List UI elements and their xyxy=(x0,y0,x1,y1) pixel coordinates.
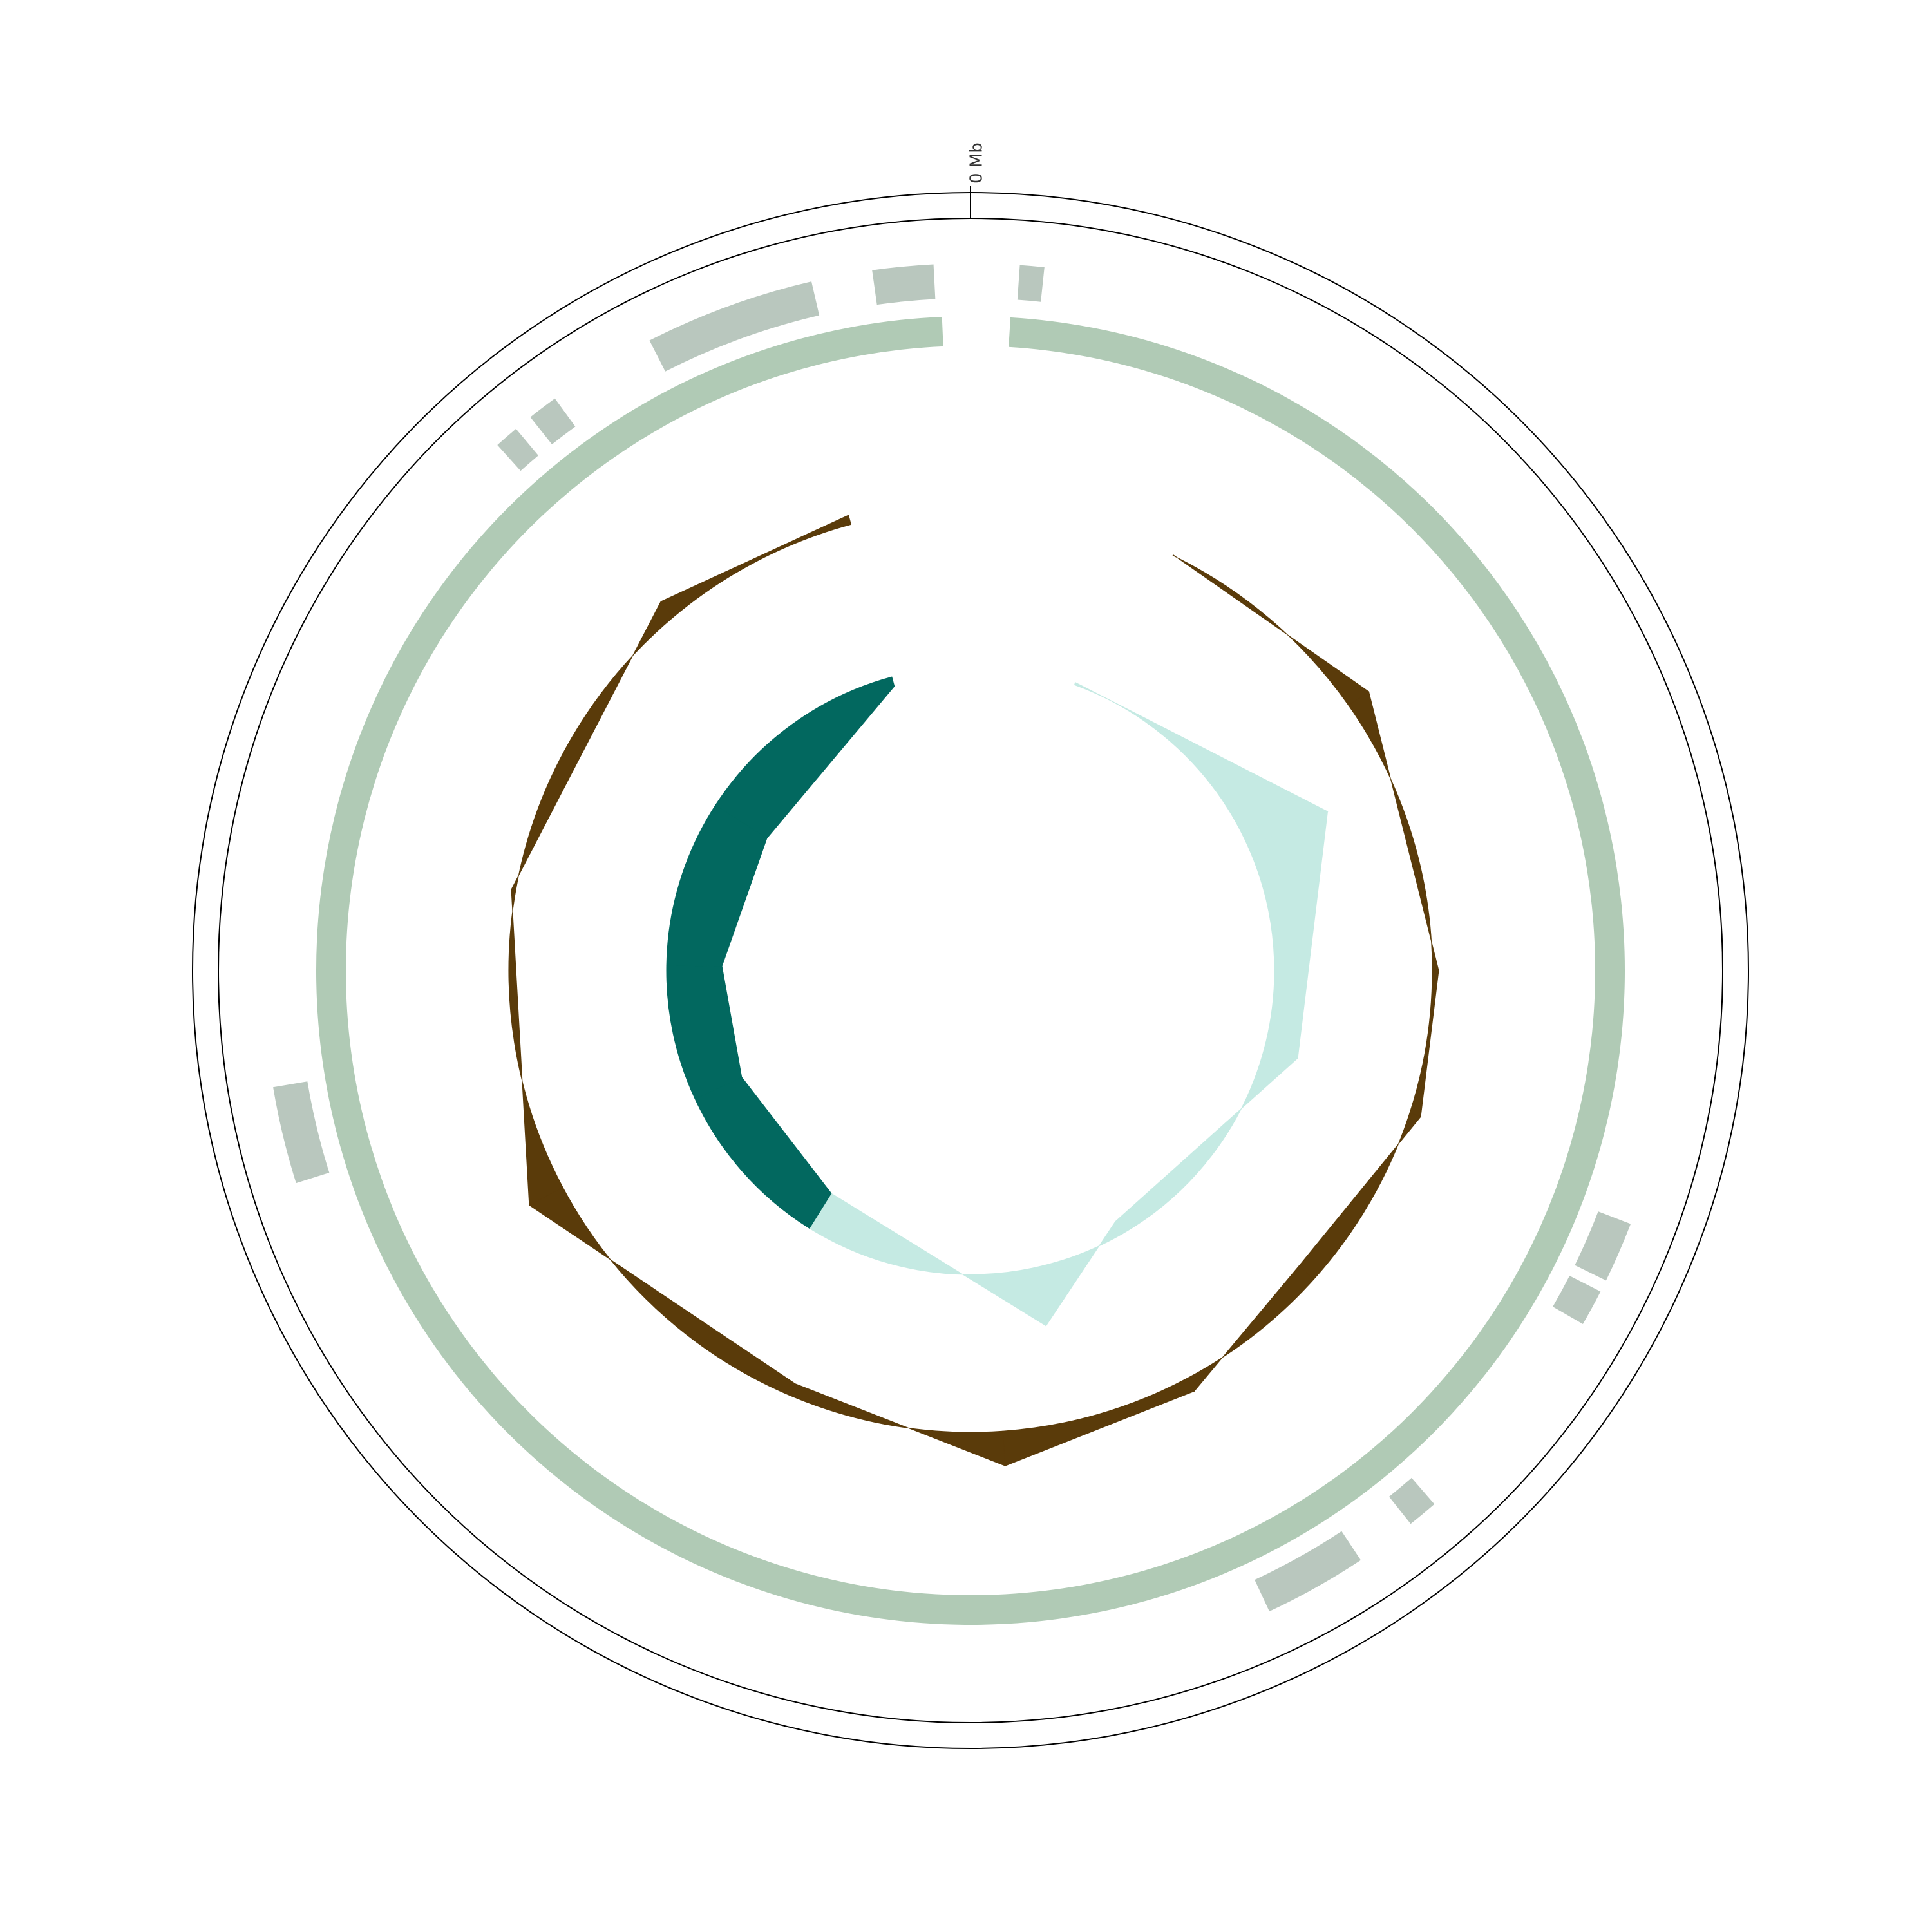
feature-2 xyxy=(1575,1211,1631,1281)
gc-skew-segment xyxy=(694,1077,832,1229)
outline-layer xyxy=(192,192,1749,1749)
gc-content-track xyxy=(508,515,1439,1466)
gc-content-segment xyxy=(528,1186,796,1396)
gc-content-segment xyxy=(790,1383,1006,1466)
feature-5 xyxy=(1255,1531,1361,1612)
feature-9 xyxy=(649,281,820,372)
gc-skew-segment xyxy=(1115,1048,1299,1235)
gc-content-segment xyxy=(508,889,564,1206)
feature-track xyxy=(273,264,1631,1612)
feature-10 xyxy=(872,264,936,305)
gc-skew-segment xyxy=(715,676,895,839)
gc-skew-segment xyxy=(1033,1220,1123,1327)
feature-6 xyxy=(273,1081,330,1184)
gc-skew-segment xyxy=(809,1193,1046,1327)
gc-content-segment xyxy=(1002,1378,1195,1466)
gc-content-segment xyxy=(1348,691,1439,971)
outer-ring-1 xyxy=(192,192,1749,1749)
feature-1 xyxy=(1017,265,1045,302)
outer-ring-2 xyxy=(218,218,1723,1723)
gc-content-segment xyxy=(1172,554,1370,706)
gc-skew-segment xyxy=(1247,811,1329,1059)
gc-content-segment xyxy=(1298,1112,1421,1280)
gc-content-segment xyxy=(660,515,852,618)
feature-8 xyxy=(530,398,576,444)
feature-7 xyxy=(497,428,538,471)
gc-content-segment xyxy=(1409,970,1439,1117)
feature-4 xyxy=(1388,1477,1435,1524)
gc-skew-segment xyxy=(1074,682,1329,848)
gc-skew-segment xyxy=(666,804,768,967)
tick-label: 0 Mb xyxy=(967,142,987,184)
gc-content-segment xyxy=(511,601,674,891)
position-tick: 0 Mb xyxy=(967,142,987,218)
gc-skew-track xyxy=(666,676,1329,1327)
gc-skew-segment xyxy=(666,965,743,1100)
gc-content-segment xyxy=(1186,1265,1314,1392)
feature-3 xyxy=(1553,1275,1601,1324)
